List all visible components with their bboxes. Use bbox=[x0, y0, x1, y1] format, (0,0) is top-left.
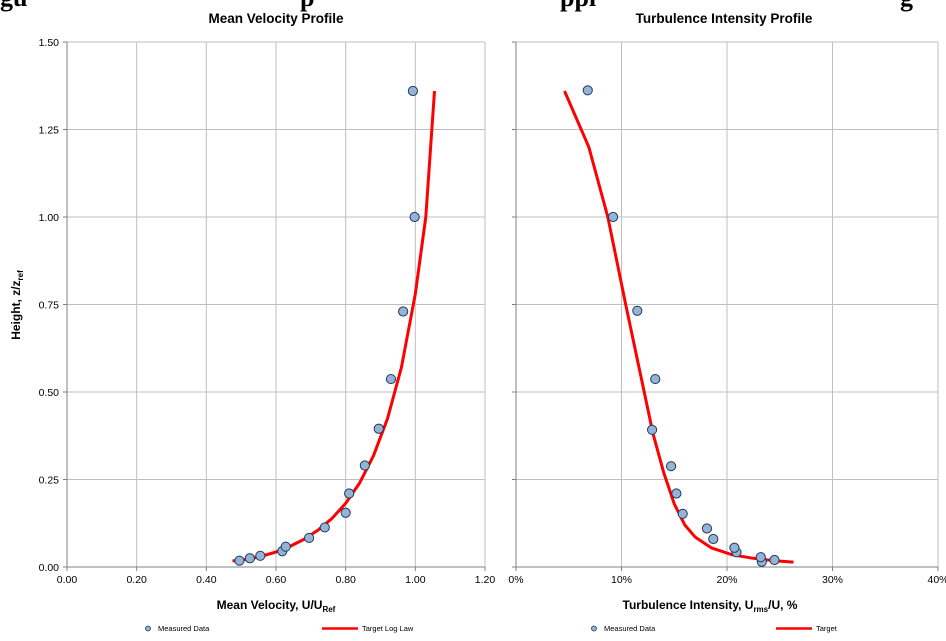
y-tick-label: 0.75 bbox=[39, 300, 60, 312]
x-axis-title-sub: rms bbox=[753, 605, 768, 614]
data-point bbox=[255, 550, 266, 561]
y-tick-label: 0.25 bbox=[39, 475, 60, 487]
x-tick-label: 40% bbox=[927, 574, 946, 586]
turbulence-intensity-chart: Turbulence Intensity Profile 0% 10% 20% 30%… bbox=[508, 11, 946, 633]
svg-text:Mean Velocity, U/URef: Mean Velocity, U/URef bbox=[217, 598, 336, 614]
data-point bbox=[409, 211, 420, 223]
data-point bbox=[769, 554, 780, 566]
data-point bbox=[407, 85, 418, 97]
chart-title: Mean Velocity Profile bbox=[208, 11, 344, 26]
x-tick-label: 30% bbox=[822, 574, 843, 586]
x-tick-label: 0.80 bbox=[335, 574, 356, 586]
legend: Measured Data Target bbox=[591, 624, 838, 633]
data-point bbox=[398, 306, 409, 317]
x-tick-label: 0.00 bbox=[57, 574, 78, 586]
heading-fragment: g bbox=[900, 0, 913, 12]
y-tick-label: 0.50 bbox=[39, 387, 60, 399]
x-axis-title: Mean Velocity, U/URef bbox=[217, 598, 336, 614]
y-axis-title: Height, z/zref bbox=[9, 270, 25, 340]
data-point bbox=[319, 522, 330, 533]
plot-area: 0.00 0.25 0.50 0.75 1.00 1.25 1.50 0.00 0.20 0.40… bbox=[39, 37, 496, 586]
svg-text:Height, z/zref: Height, z/zref bbox=[9, 270, 25, 340]
y-axis-title-main: Height, z/z bbox=[9, 280, 23, 339]
x-axis-title-main: Turbulence Intensity, U bbox=[623, 598, 754, 612]
x-tick-label: 1.00 bbox=[405, 574, 426, 586]
x-tick-label: 0% bbox=[508, 574, 523, 586]
heading-fragment: gu bbox=[0, 0, 27, 12]
data-point bbox=[344, 488, 355, 499]
page-heading-fragments: gu p ppi g bbox=[0, 0, 913, 12]
plot-area: 0% 10% 20% 30% 40% bbox=[508, 41, 946, 586]
legend-label: Target bbox=[816, 624, 838, 633]
y-tick-label: 0.00 bbox=[39, 562, 60, 574]
data-point bbox=[677, 508, 688, 519]
data-point bbox=[373, 423, 384, 434]
data-point bbox=[671, 488, 682, 499]
data-point bbox=[665, 461, 677, 472]
data-point bbox=[650, 373, 661, 385]
data-point bbox=[729, 542, 740, 553]
legend-label: Measured Data bbox=[158, 624, 210, 633]
heading-fragment: p bbox=[300, 0, 314, 12]
data-point bbox=[359, 460, 370, 471]
data-point bbox=[385, 373, 397, 385]
y-tick-label: 1.25 bbox=[39, 125, 60, 137]
chart-title: Turbulence Intensity Profile bbox=[636, 11, 813, 26]
legend: Measured Data Target Log Law bbox=[145, 624, 414, 633]
data-point bbox=[646, 424, 658, 435]
x-axis-title: Turbulence Intensity, Urms/U, % bbox=[623, 598, 798, 614]
data-point bbox=[340, 507, 351, 518]
legend-marker bbox=[591, 625, 597, 632]
x-tick-label: 0.40 bbox=[196, 574, 217, 586]
legend-label: Measured Data bbox=[604, 624, 656, 633]
heading-fragment: ppi bbox=[560, 0, 596, 12]
y-tick-label: 1.50 bbox=[39, 37, 60, 49]
x-tick-label: 0.20 bbox=[126, 574, 147, 586]
x-tick-label: 0.60 bbox=[266, 574, 287, 586]
data-point bbox=[582, 85, 593, 96]
data-point bbox=[234, 555, 245, 566]
y-tick-label: 1.00 bbox=[39, 212, 60, 224]
data-point bbox=[303, 532, 315, 544]
x-axis-title-main: Mean Velocity, U/U bbox=[217, 598, 323, 612]
data-point bbox=[632, 305, 643, 316]
data-point bbox=[244, 553, 255, 564]
x-tick-label: 20% bbox=[716, 574, 737, 586]
data-point bbox=[607, 211, 619, 223]
data-point bbox=[755, 552, 766, 563]
x-axis-title-sub: Ref bbox=[322, 605, 335, 614]
legend-label: Target Log Law bbox=[362, 624, 414, 633]
data-point bbox=[280, 541, 291, 552]
y-axis-title-sub: ref bbox=[16, 270, 25, 281]
x-axis-title-tail: /U, % bbox=[768, 598, 798, 612]
series-line-target bbox=[563, 90, 794, 564]
x-tick-label: 10% bbox=[611, 574, 632, 586]
mean-velocity-chart: Mean Velocity Profile 0.00 0.25 0.50 0.75 1.… bbox=[9, 11, 495, 633]
data-point bbox=[708, 533, 719, 545]
svg-text:Turbulence Intensity, Urms/U,: Turbulence Intensity, Urms/U, % bbox=[623, 598, 798, 614]
data-point bbox=[701, 523, 713, 534]
series-line-target bbox=[232, 90, 436, 563]
legend-marker bbox=[145, 625, 151, 632]
x-tick-label: 1.20 bbox=[475, 574, 496, 586]
